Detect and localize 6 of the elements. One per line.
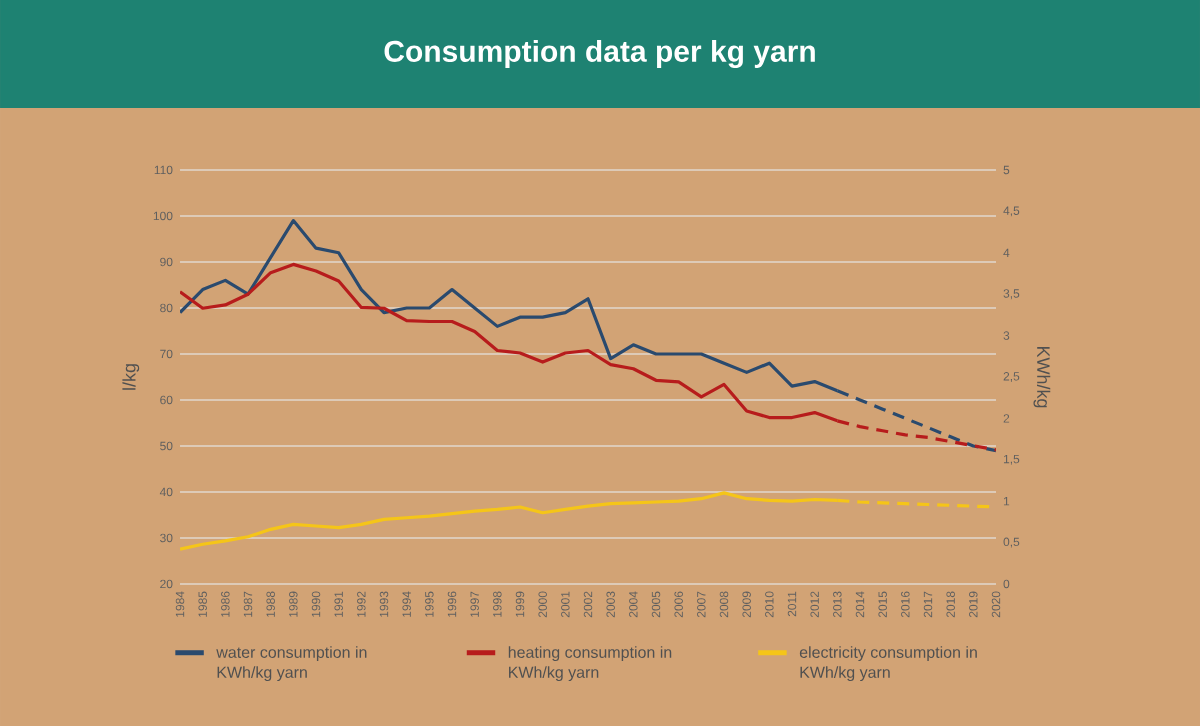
legend-label: electricity consumption in KWh/kg yarn <box>799 646 977 682</box>
y-axis-title: l/kg <box>122 364 140 390</box>
chart-title: Consumption data per kg yarn <box>384 39 815 69</box>
legend-label: water consumption in KWh/kg yarn <box>216 646 367 682</box>
y2-axis-title: KWh/kg <box>1033 346 1051 408</box>
legend-label: heating consumption in KWh/kg yarn <box>508 646 672 682</box>
